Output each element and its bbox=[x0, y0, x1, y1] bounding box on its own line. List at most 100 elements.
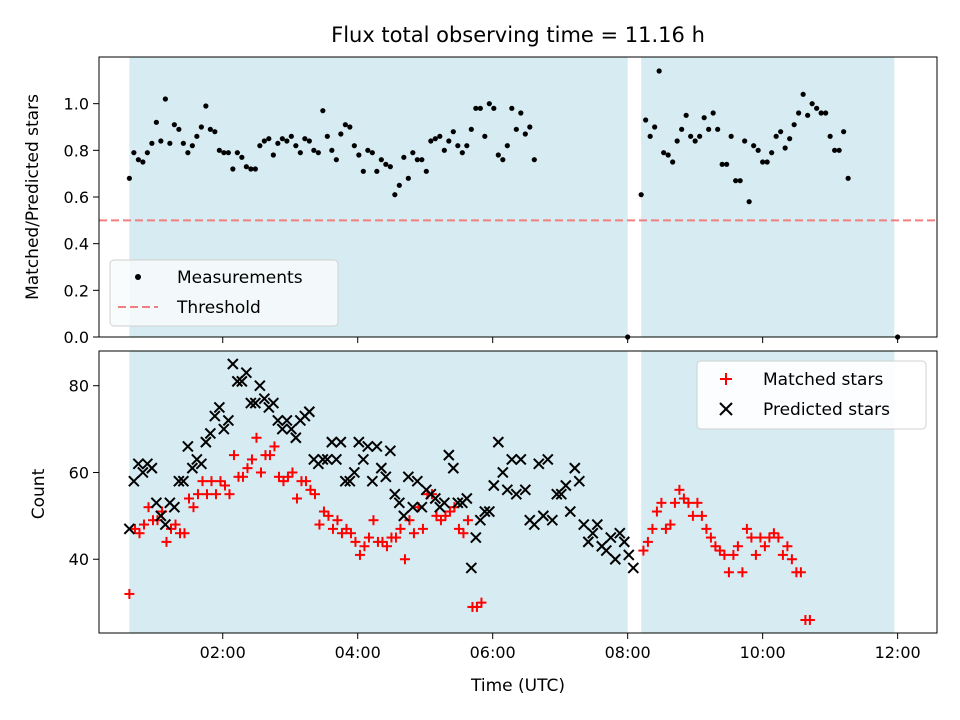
y-tick-label: 0.8 bbox=[64, 141, 89, 160]
measurement-point bbox=[500, 157, 506, 163]
measurement-point bbox=[279, 136, 285, 142]
predicted-star-point bbox=[470, 531, 482, 544]
measurement-point bbox=[171, 122, 177, 128]
matched-star-point bbox=[741, 523, 752, 534]
legend-predicted-label: Predicted stars bbox=[763, 400, 890, 420]
x-tick-label: 04:00 bbox=[335, 643, 381, 662]
matched-star-point bbox=[674, 484, 685, 495]
matched-star-point bbox=[642, 536, 653, 547]
predicted-star-point bbox=[555, 488, 568, 500]
measurement-point bbox=[356, 152, 362, 158]
measurement-point bbox=[257, 143, 263, 149]
matched-star-point bbox=[210, 489, 221, 500]
matched-star-point bbox=[453, 523, 464, 534]
measurement-point bbox=[198, 124, 204, 130]
matched-star-point bbox=[188, 502, 199, 513]
predicted-star-point bbox=[150, 497, 163, 509]
measurement-point bbox=[647, 133, 653, 139]
predicted-star-point bbox=[366, 475, 379, 487]
matched-star-point bbox=[773, 532, 784, 543]
measurement-point bbox=[405, 175, 411, 181]
measurement-point bbox=[135, 157, 141, 163]
predicted-star-point bbox=[218, 423, 230, 435]
measurement-point bbox=[638, 192, 644, 198]
matched-star-point bbox=[305, 484, 316, 495]
predicted-star-point bbox=[627, 562, 640, 574]
measurement-point bbox=[140, 159, 146, 165]
matched-star-point bbox=[408, 528, 419, 539]
observing-window-band bbox=[129, 351, 628, 633]
measurement-point bbox=[455, 143, 461, 149]
measurement-point bbox=[518, 110, 524, 116]
matched-star-point bbox=[291, 493, 302, 504]
matched-star-point bbox=[710, 541, 721, 552]
matched-star-point bbox=[701, 523, 712, 534]
measurement-point bbox=[805, 112, 811, 118]
matched-star-point bbox=[786, 554, 797, 565]
x-tick-label: 06:00 bbox=[470, 643, 516, 662]
matched-star-point bbox=[273, 471, 284, 482]
predicted-star-point bbox=[452, 497, 464, 509]
measurement-point bbox=[477, 105, 483, 111]
matched-star-point bbox=[255, 467, 266, 478]
matched-star-point bbox=[345, 528, 356, 539]
predicted-star-point bbox=[357, 453, 370, 466]
matched-star-point bbox=[179, 528, 190, 539]
matched-star-point bbox=[134, 528, 145, 539]
measurement-point bbox=[288, 133, 294, 139]
predicted-star-point bbox=[429, 492, 442, 505]
matched-star-point bbox=[323, 510, 334, 521]
predicted-star-point bbox=[600, 544, 613, 557]
measurement-point bbox=[769, 150, 775, 156]
matched-star-point bbox=[390, 532, 401, 543]
predicted-star-point bbox=[249, 397, 262, 409]
measurement-point bbox=[216, 147, 222, 153]
measurement-point bbox=[342, 122, 348, 128]
measurement-point bbox=[513, 126, 519, 132]
measurement-point bbox=[468, 126, 474, 132]
measurement-point bbox=[751, 143, 757, 149]
measurement-point bbox=[823, 110, 829, 116]
matched-star-point bbox=[206, 476, 217, 487]
matched-star-point bbox=[759, 541, 770, 552]
matched-star-point bbox=[723, 567, 734, 578]
y-tick-label: 0.2 bbox=[64, 281, 89, 300]
predicted-star-point bbox=[227, 358, 239, 370]
matched-star-point bbox=[183, 493, 194, 504]
measurement-point bbox=[351, 143, 357, 149]
predicted-star-point bbox=[303, 406, 316, 418]
measurement-point bbox=[266, 136, 272, 142]
measurement-point bbox=[670, 159, 676, 165]
matched-star-point bbox=[656, 497, 667, 508]
matched-star-point bbox=[665, 519, 676, 530]
x-tick-label: 12:00 bbox=[875, 643, 921, 662]
measurement-point bbox=[401, 154, 407, 160]
matched-star-point bbox=[318, 506, 329, 517]
matched-star-point bbox=[440, 510, 451, 521]
measurement-point bbox=[827, 133, 833, 139]
predicted-star-point bbox=[398, 510, 410, 522]
measurement-point bbox=[509, 105, 515, 111]
matched-star-point bbox=[746, 532, 757, 543]
matched-star-point bbox=[129, 523, 140, 534]
predicted-star-point bbox=[528, 518, 541, 531]
matched-star-point bbox=[435, 515, 446, 526]
matched-star-point bbox=[431, 510, 442, 521]
predicted-star-point bbox=[231, 375, 244, 388]
measurement-point bbox=[180, 140, 186, 146]
predicted-star-point bbox=[389, 488, 401, 500]
measurement-point bbox=[392, 192, 398, 198]
measurement-point bbox=[473, 105, 479, 111]
x-axis-label: Time (UTC) bbox=[470, 676, 565, 696]
measurement-point bbox=[760, 159, 766, 165]
measurement-point bbox=[832, 147, 838, 153]
matched-star-point bbox=[651, 506, 662, 517]
measurement-point bbox=[293, 143, 299, 149]
chart-title: Flux total observing time = 11.16 h bbox=[331, 23, 705, 47]
matched-star-point bbox=[336, 528, 347, 539]
measurement-point bbox=[234, 150, 240, 156]
matched-star-point bbox=[660, 523, 671, 534]
matched-star-point bbox=[197, 476, 208, 487]
measurement-point bbox=[414, 157, 420, 163]
measurement-point bbox=[185, 150, 191, 156]
